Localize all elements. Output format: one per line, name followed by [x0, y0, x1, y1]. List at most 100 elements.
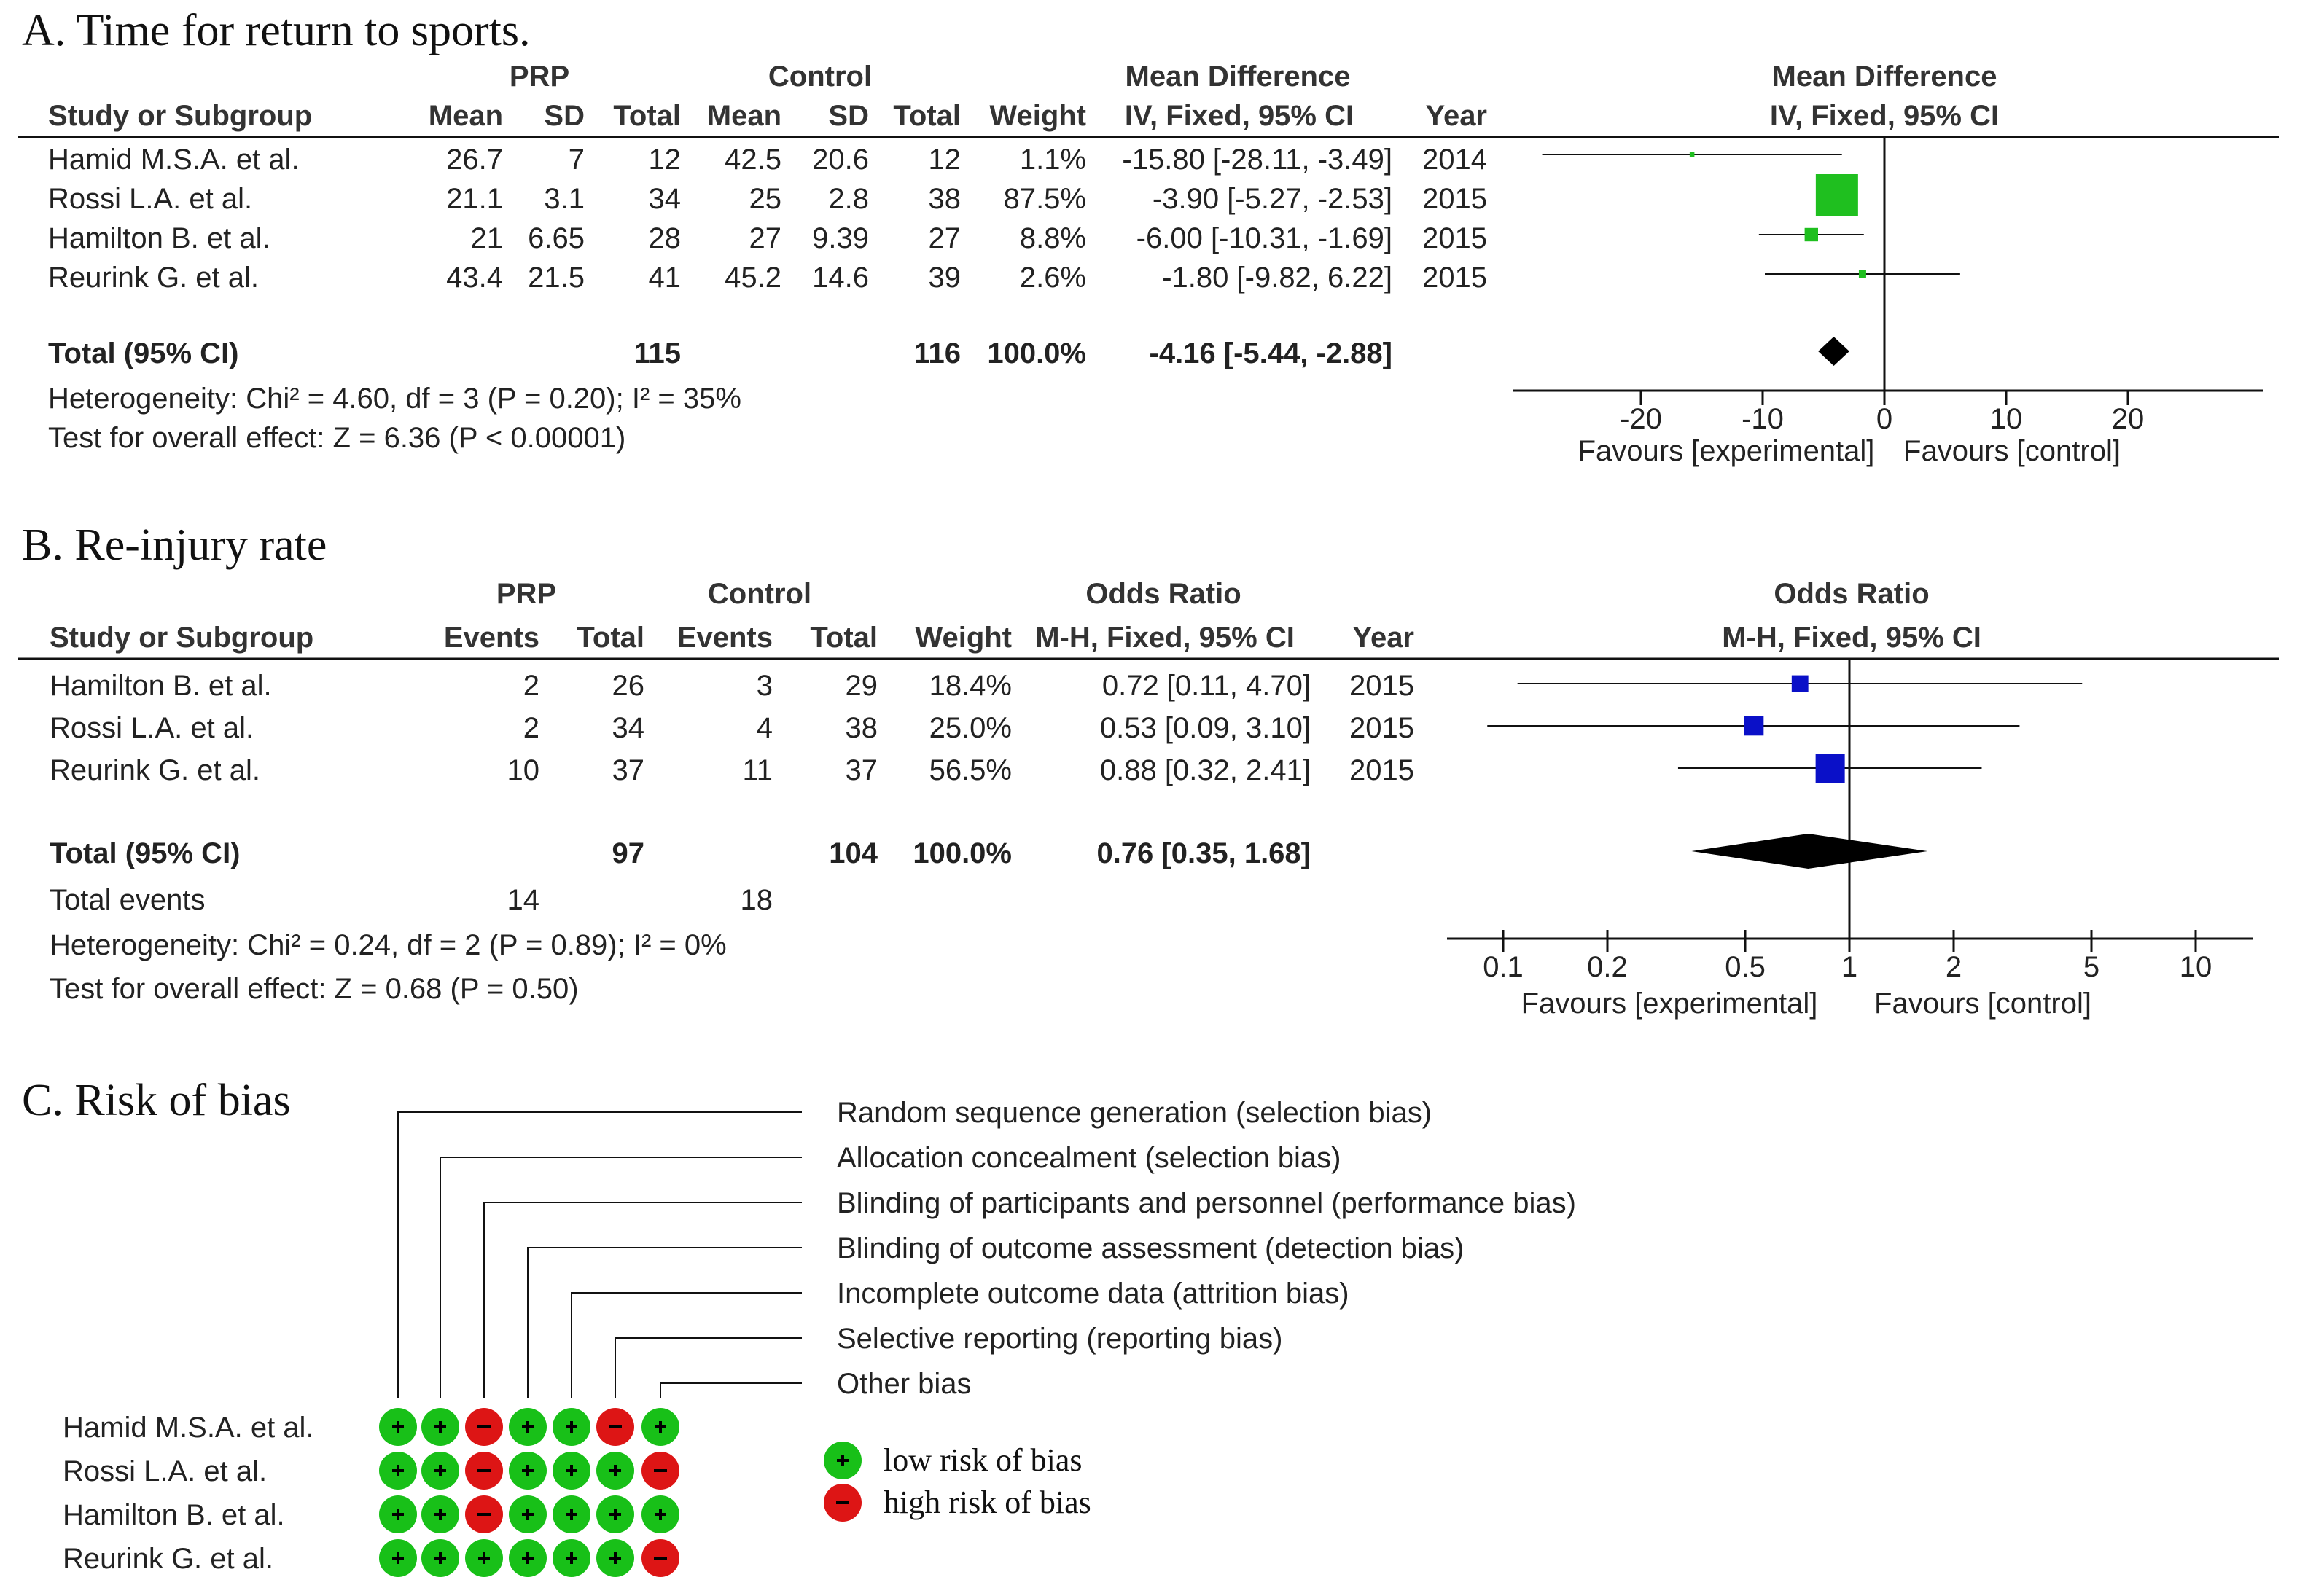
b-axis-tick-label: 0.2	[1587, 951, 1628, 983]
b-row-cell: 2015	[1349, 754, 1414, 786]
a-row-cell: 45.2	[725, 262, 781, 294]
a-row-cell: 26.7	[446, 144, 503, 176]
c-connector	[571, 1292, 802, 1398]
a-prp-header: PRP	[510, 60, 569, 93]
a-col-sd-ctrl: SD	[828, 100, 869, 132]
plus-icon	[566, 1465, 577, 1476]
panel-c-title: C. Risk of bias	[22, 1076, 291, 1125]
a-total-label: Total (95% CI)	[48, 337, 239, 369]
c-connector	[397, 1111, 802, 1398]
b-row-cell: 37	[612, 754, 645, 786]
b-row-study-name: Hamilton B. et al.	[50, 670, 272, 702]
a-row-cell: 21	[471, 222, 504, 254]
a-axis-tick-label: 20	[2112, 403, 2145, 435]
a-row-cell: 12	[649, 144, 682, 176]
a-row-study-name: Rossi L.A. et al.	[48, 183, 252, 215]
a-col-mean-ctrl: Mean	[707, 100, 781, 132]
b-col-year: Year	[1352, 622, 1414, 654]
plus-icon	[392, 1421, 404, 1433]
c-domain-label: Incomplete outcome data (attrition bias)	[837, 1278, 1349, 1310]
b-row-cell: 25.0%	[929, 712, 1012, 744]
plus-icon	[609, 1465, 621, 1476]
c-legend: low risk of bias high risk of bias	[824, 1442, 1091, 1522]
b-total-events-row: Total events 14 18	[50, 884, 773, 916]
a-row-cell: 27	[749, 222, 782, 254]
plus-icon	[434, 1465, 446, 1476]
a-total-ci: -4.16 [-5.44, -2.88]	[1150, 337, 1393, 369]
b-row-cell: 2	[523, 670, 539, 702]
b-favours-experimental: Favours [experimental]	[1521, 987, 1818, 1020]
b-axis-tick-label: 0.1	[1483, 951, 1524, 983]
plus-icon	[434, 1421, 446, 1433]
c-domain-label: Allocation concealment (selection bias)	[837, 1142, 1341, 1174]
a-row-cell: 21.5	[528, 262, 585, 294]
a-total-ctrl: 116	[913, 337, 961, 369]
a-table-rows: Hamid M.S.A. et al. 26.7 7 12 42.5 20.6 12 1.1%…	[48, 144, 1487, 294]
a-col-year: Year	[1425, 100, 1487, 132]
a-row-cell: 42.5	[725, 144, 781, 176]
a-row-study-name: Hamid M.S.A. et al.	[48, 144, 300, 176]
a-row-cell: 34	[649, 183, 682, 215]
b-row-cell: 2015	[1349, 670, 1414, 702]
a-row-cell: 28	[649, 222, 682, 254]
a-row-cell: 2.6%	[1020, 262, 1086, 294]
c-domain-label: Blinding of participants and personnel (…	[837, 1187, 1576, 1219]
a-row-cell: 2015	[1422, 222, 1487, 254]
panel-c-risk-of-bias: C. Risk of bias Random sequence generati…	[22, 1076, 1576, 1577]
a-heterogeneity: Heterogeneity: Chi² = 4.60, df = 3 (P = …	[48, 383, 741, 415]
a-row-cell: 39	[929, 262, 962, 294]
b-effect-header: Odds Ratio	[1085, 578, 1241, 610]
b-axis-tick-label: 0.5	[1725, 951, 1766, 983]
a-pooled-diamond	[1818, 337, 1849, 366]
panel-b-forest-plot: B. Re-injury rate PRP Control Odds Ratio…	[18, 520, 2279, 1020]
a-total-weight: 100.0%	[987, 337, 1086, 369]
b-point-estimate	[1791, 675, 1809, 692]
b-axis-tick-label: 1	[1841, 951, 1857, 983]
c-domain-labels: Random sequence generation (selection bi…	[837, 1097, 1576, 1400]
a-row-cell: -15.80 [-28.11, -3.49]	[1122, 144, 1392, 176]
b-favours-control: Favours [control]	[1874, 987, 2091, 1020]
a-row-cell: 8.8%	[1020, 222, 1086, 254]
b-row-cell: 10	[507, 754, 540, 786]
a-row-cell: -6.00 [-10.31, -1.69]	[1136, 222, 1392, 254]
b-total-ctrl: 104	[829, 837, 878, 869]
b-row-study-name: Rossi L.A. et al.	[50, 712, 254, 744]
a-point-estimate	[1804, 227, 1818, 242]
b-row-cell: 56.5%	[929, 754, 1012, 786]
a-row-cell: 7	[569, 144, 585, 176]
a-row-cell: 87.5%	[1004, 183, 1086, 215]
b-total-ci: 0.76 [0.35, 1.68]	[1096, 837, 1311, 869]
b-row-cell: 11	[742, 754, 773, 786]
b-forest-plot-area: 0.1 0.2 0.5 1 2 5 10 Favours [experimental] Favo…	[1447, 660, 2253, 1020]
b-row-cell: 26	[612, 670, 645, 702]
panel-b-title: B. Re-injury rate	[22, 520, 327, 570]
b-row-cell: 37	[846, 754, 878, 786]
a-row-cell: 2015	[1422, 262, 1487, 294]
a-plot-header: Mean Difference	[1772, 60, 1997, 93]
c-domain-label: Random sequence generation (selection bi…	[837, 1097, 1432, 1129]
a-col-total-exp: Total	[613, 100, 681, 132]
a-total-exp: 115	[633, 337, 681, 369]
plus-icon	[566, 1421, 577, 1433]
b-heterogeneity: Heterogeneity: Chi² = 0.24, df = 2 (P = …	[50, 929, 727, 961]
a-col-total-ctrl: Total	[893, 100, 961, 132]
b-point-estimate	[1815, 754, 1845, 783]
c-domain-label: Selective reporting (reporting bias)	[837, 1323, 1282, 1355]
b-total-events-ctrl: 18	[741, 884, 773, 916]
b-total-exp: 97	[612, 837, 645, 869]
a-row-cell: 21.1	[446, 183, 503, 215]
a-col-mean-exp: Mean	[429, 100, 503, 132]
b-axis-tick-label: 5	[2083, 951, 2099, 983]
plus-icon	[655, 1509, 666, 1520]
plus-icon	[566, 1552, 577, 1564]
a-row-study-name: Hamilton B. et al.	[48, 222, 270, 254]
b-axis-tick-label: 10	[2180, 951, 2212, 983]
b-col-weight: Weight	[915, 622, 1012, 654]
a-row-cell: 43.4	[446, 262, 503, 294]
a-row-cell: 2014	[1422, 144, 1487, 176]
b-row-cell: 0.53 [0.09, 3.10]	[1100, 712, 1311, 744]
plus-icon	[609, 1552, 621, 1564]
a-point-estimate	[1689, 152, 1695, 157]
c-study-label: Hamid M.S.A. et al.	[63, 1412, 314, 1444]
plus-icon	[478, 1552, 490, 1564]
